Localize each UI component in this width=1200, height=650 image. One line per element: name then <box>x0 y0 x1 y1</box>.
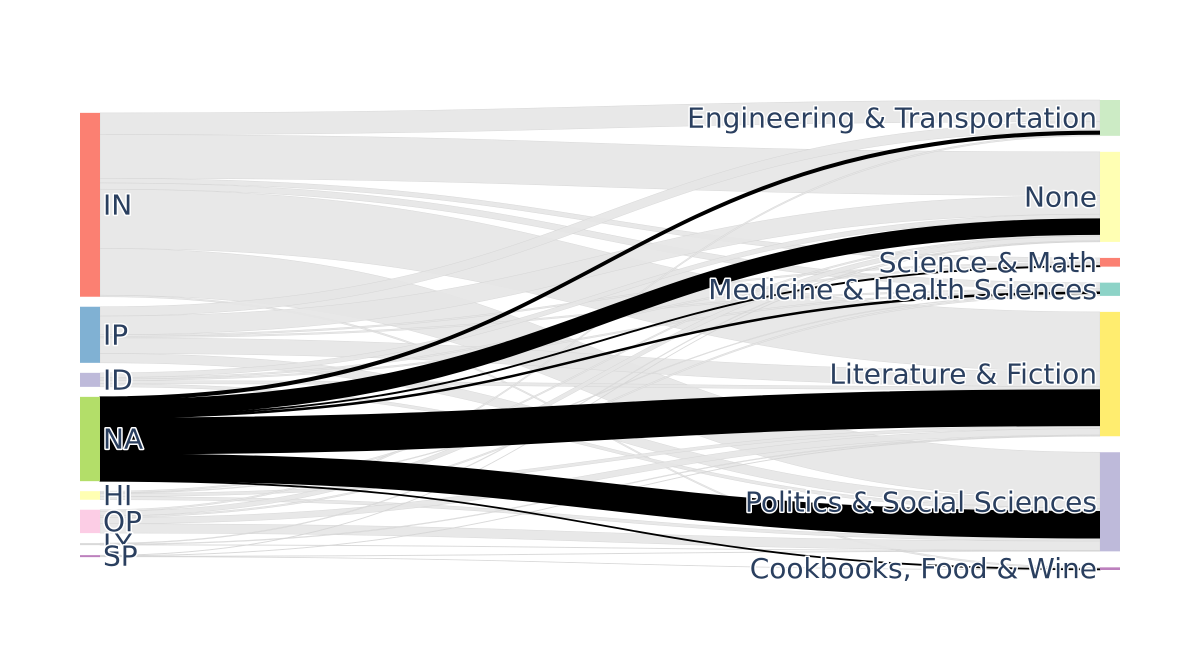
node-ly[interactable] <box>80 543 100 545</box>
node-label-in: IN <box>103 188 132 221</box>
node-label-id: ID <box>103 363 133 396</box>
node-ip[interactable] <box>80 307 100 363</box>
node-id[interactable] <box>80 373 100 387</box>
node-label-lit: Literature & Fiction <box>829 358 1097 391</box>
node-label-eng: Engineering & Transportation <box>687 101 1097 134</box>
node-hi[interactable] <box>80 491 100 500</box>
node-lit[interactable] <box>1100 312 1120 436</box>
node-label-sp: SP <box>103 540 138 573</box>
node-label-ip: IP <box>103 318 128 351</box>
node-na[interactable] <box>80 397 100 481</box>
node-none[interactable] <box>1100 152 1120 242</box>
node-label-na: NA <box>103 423 143 456</box>
node-sci[interactable] <box>1100 258 1120 267</box>
node-op[interactable] <box>80 510 100 533</box>
node-sp[interactable] <box>80 555 100 557</box>
node-cook[interactable] <box>1100 567 1120 570</box>
node-in[interactable] <box>80 113 100 297</box>
node-label-pol: Politics & Social Sciences <box>745 485 1097 518</box>
node-eng[interactable] <box>1100 100 1120 136</box>
node-pol[interactable] <box>1100 452 1120 551</box>
node-med[interactable] <box>1100 283 1120 296</box>
node-label-med: Medicine & Health Sciences <box>708 273 1097 306</box>
node-label-none: None <box>1024 180 1097 213</box>
node-label-cook: Cookbooks, Food & Wine <box>750 552 1097 585</box>
